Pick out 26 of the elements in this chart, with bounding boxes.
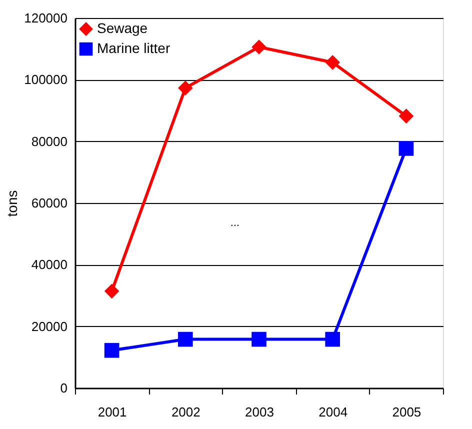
x-tick-label: 2005 <box>392 404 422 420</box>
point <box>398 108 414 124</box>
y-tick-label: 20000 <box>31 318 68 334</box>
point <box>252 40 266 54</box>
point <box>178 80 193 96</box>
point <box>398 141 414 156</box>
point <box>252 332 266 347</box>
point <box>325 332 340 347</box>
x-tick-label: 2003 <box>245 404 274 420</box>
x-tick-label: 2002 <box>171 404 200 420</box>
point <box>325 54 340 70</box>
y-tick-label: 80000 <box>31 134 68 149</box>
y-tick-label: 60000 <box>31 196 68 210</box>
legend-label: Sewage <box>97 20 148 36</box>
x-tick-label: 2001 <box>98 404 127 420</box>
annotation: ... <box>230 217 240 229</box>
x-tick-label: 2004 <box>318 404 348 420</box>
y-axis-title: tons <box>4 190 20 217</box>
y-tick-label: 40000 <box>31 257 68 272</box>
point <box>178 332 193 347</box>
y-tick-label: 0 <box>60 380 68 396</box>
legend-label: Marine litter <box>97 40 170 56</box>
point <box>104 284 120 299</box>
point <box>104 342 120 358</box>
y-tick-label: 100000 <box>24 72 68 88</box>
y-tick-label: 120000 <box>24 10 68 26</box>
